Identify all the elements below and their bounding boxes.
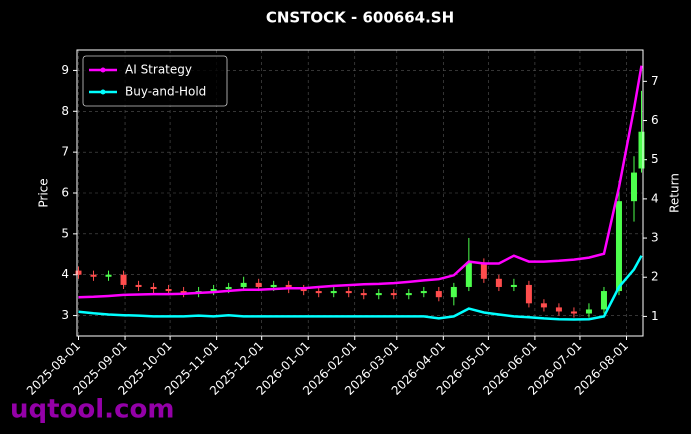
- candle-body: [375, 293, 382, 296]
- candle-body: [585, 309, 592, 314]
- candle-body: [315, 291, 322, 294]
- plot-frame: [76, 49, 644, 337]
- y-axis-label: Price: [37, 178, 51, 207]
- candle-body: [480, 262, 487, 279]
- candle-body: [570, 311, 577, 314]
- candle-body: [300, 289, 307, 292]
- candle-body: [240, 282, 247, 287]
- candle-body: [615, 201, 622, 292]
- candle-body: [540, 303, 547, 308]
- y-tick-label: 5: [61, 226, 69, 240]
- y2-tick-label: 6: [651, 113, 659, 127]
- candle-body: [510, 284, 517, 287]
- candle-body: [135, 284, 142, 287]
- chart-title: CNSTOCK - 600664.SH: [266, 9, 454, 27]
- y2-axis-label: Return: [668, 173, 682, 213]
- return-line: [78, 65, 643, 299]
- candle-body: [120, 274, 127, 285]
- candle-body: [630, 172, 637, 202]
- y-tick-label: 9: [61, 63, 69, 77]
- candle-body: [255, 282, 262, 287]
- candle-body: [90, 274, 97, 277]
- candle-body: [150, 286, 157, 290]
- y2-tick-label: 7: [651, 74, 659, 88]
- candle-body: [525, 284, 532, 304]
- y-tick-label: 3: [61, 308, 69, 322]
- return-line: [78, 255, 643, 321]
- legend-marker: [100, 67, 106, 73]
- candle-body: [345, 291, 352, 294]
- y2-tick-label: 4: [651, 191, 659, 205]
- candle-body: [75, 270, 82, 275]
- candle-body: [330, 291, 337, 294]
- y-tick-label: 4: [61, 267, 69, 281]
- candle-body: [555, 307, 562, 312]
- candle-body: [165, 289, 172, 292]
- candle-body: [105, 274, 112, 277]
- candle-body: [465, 262, 472, 287]
- y-tick-label: 6: [61, 186, 69, 200]
- candle-body: [270, 284, 277, 287]
- y-tick-label: 8: [61, 104, 69, 118]
- candle-body: [600, 291, 607, 310]
- candle-body: [360, 293, 367, 296]
- candle-body: [390, 293, 397, 296]
- legend-box: [82, 55, 228, 107]
- legend-label: AI Strategy: [125, 63, 192, 77]
- candle-body: [450, 286, 457, 298]
- candle-body: [180, 291, 187, 294]
- legend-marker: [100, 89, 106, 95]
- candle-body: [638, 131, 645, 169]
- candle-body: [210, 289, 217, 292]
- candle-body: [495, 278, 502, 287]
- y-tick-label: 7: [61, 145, 69, 159]
- candle-body: [435, 291, 442, 298]
- watermark: uqtool.com: [10, 395, 174, 425]
- y2-tick-label: 3: [651, 231, 659, 245]
- y2-tick-label: 2: [651, 270, 659, 284]
- candle-body: [420, 291, 427, 294]
- legend-label: Buy-and-Hold: [125, 85, 206, 99]
- candle-body: [405, 293, 412, 296]
- candle-body: [225, 286, 232, 290]
- y2-tick-label: 1: [651, 309, 659, 323]
- y2-tick-label: 5: [651, 152, 659, 166]
